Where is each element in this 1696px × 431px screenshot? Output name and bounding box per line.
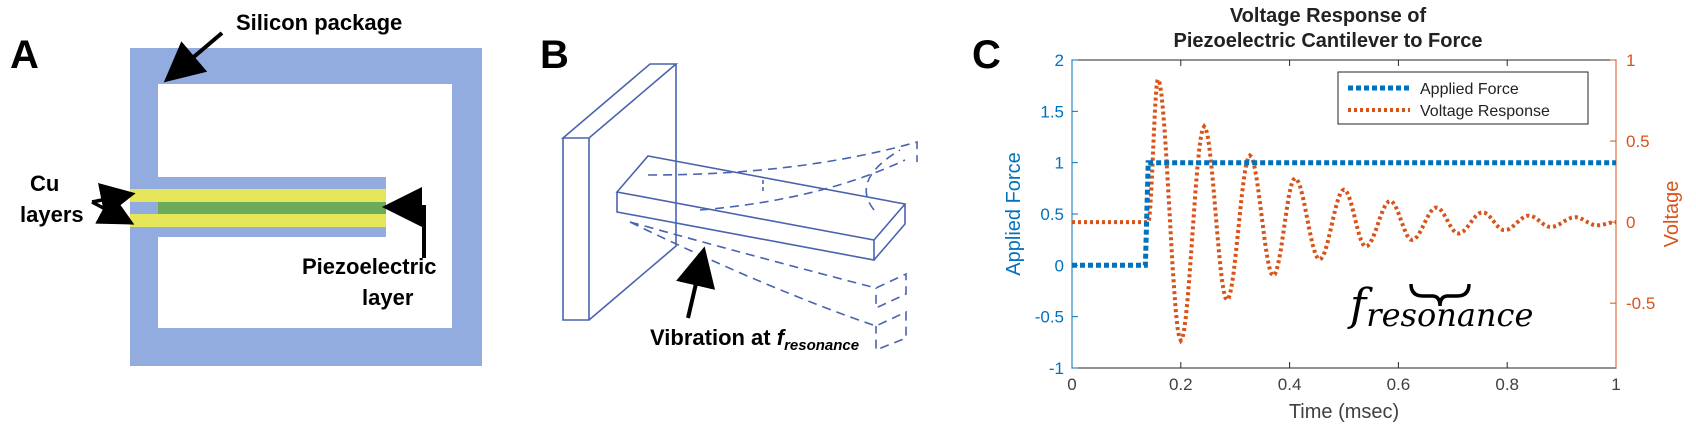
resonance-brace (1409, 283, 1471, 307)
x-tick-label: 0 (1067, 375, 1076, 394)
y-right-tick-label: 1 (1626, 51, 1635, 70)
vibration-label: Vibration at fresonance (650, 325, 859, 354)
panel-c: C Voltage Response of Piezoelectric Cant… (972, 5, 1683, 423)
series-applied-force-line (1072, 160, 1616, 268)
y-right-tick-label: 0 (1626, 213, 1635, 232)
series-voltage-response-line (1072, 74, 1616, 345)
piezo-label-line1: Piezoelectric (302, 254, 437, 279)
x-tick-label: 1 (1611, 375, 1620, 394)
chart-title-line1: Voltage Response of (1230, 5, 1427, 27)
chart-legend: Applied Force Voltage Response (1337, 71, 1589, 125)
panel-a: A Silicon package Cu layers Piezoelectri… (10, 10, 482, 366)
panel-a-letter: A (10, 33, 39, 77)
legend-box (1337, 71, 1589, 125)
cu-arrow-bottom (91, 192, 135, 225)
y-left-tick-label: -1 (1049, 359, 1064, 378)
y-left-tick-label: 1 (1055, 154, 1064, 173)
vibration-arrow (676, 246, 716, 319)
legend-label-voltage-response: Voltage Response (1420, 103, 1550, 120)
y-left-tick-label: -0.5 (1035, 308, 1064, 327)
y-left-tick-label: 0 (1055, 256, 1064, 275)
cantilever-beam-solid (615, 155, 907, 261)
y-right-tick-label: -0.5 (1626, 294, 1655, 313)
x-axis-title: Time (msec) (1289, 401, 1399, 423)
piezoelectric-layer (158, 202, 386, 214)
silicon-arrow (163, 31, 224, 83)
voltage-response-chart: 0 0.2 0.4 0.6 0.8 1 -1 -0.5 0 0.5 1 1.5 2 -0.5 0 0.5 1 Ti… (1003, 51, 1683, 423)
cu-label-line1: Cu (30, 171, 59, 196)
cantilever-vibration-sketch (560, 63, 918, 352)
piezo-arrow (382, 187, 426, 258)
cantilever-beam-deflected-down (629, 221, 907, 352)
y-left-tick-label: 1.5 (1040, 102, 1064, 121)
cu-layer-bottom (130, 214, 386, 227)
cantilever-beam-deflected-up (647, 140, 918, 211)
panel-b: B Vibration at fresonance (540, 33, 918, 354)
piezo-label-line2: layer (362, 285, 414, 310)
silicon-package-label: Silicon package (236, 10, 402, 35)
resonance-annotation: fresonance (1347, 280, 1533, 334)
x-tick-label: 0.2 (1169, 375, 1193, 394)
cu-arrow-top (91, 182, 136, 218)
cu-label-line2: layers (20, 202, 84, 227)
cu-layer-top (130, 189, 386, 202)
panel-c-letter: C (972, 33, 1001, 77)
y-left-tick-label: 2 (1055, 51, 1064, 70)
chart-title-line2: Piezoelectric Cantilever to Force (1173, 30, 1482, 52)
wall-block (560, 63, 679, 321)
x-tick-label: 0.4 (1278, 375, 1302, 394)
y-left-tick-label: 0.5 (1040, 205, 1064, 224)
y-right-tick-label: 0.5 (1626, 132, 1650, 151)
y-right-axis-title: Voltage (1661, 181, 1683, 248)
legend-label-applied-force: Applied Force (1420, 81, 1519, 98)
y-left-axis-title: Applied Force (1003, 152, 1025, 275)
x-tick-label: 0.8 (1495, 375, 1519, 394)
x-tick-label: 0.6 (1387, 375, 1411, 394)
panel-b-letter: B (540, 33, 569, 77)
